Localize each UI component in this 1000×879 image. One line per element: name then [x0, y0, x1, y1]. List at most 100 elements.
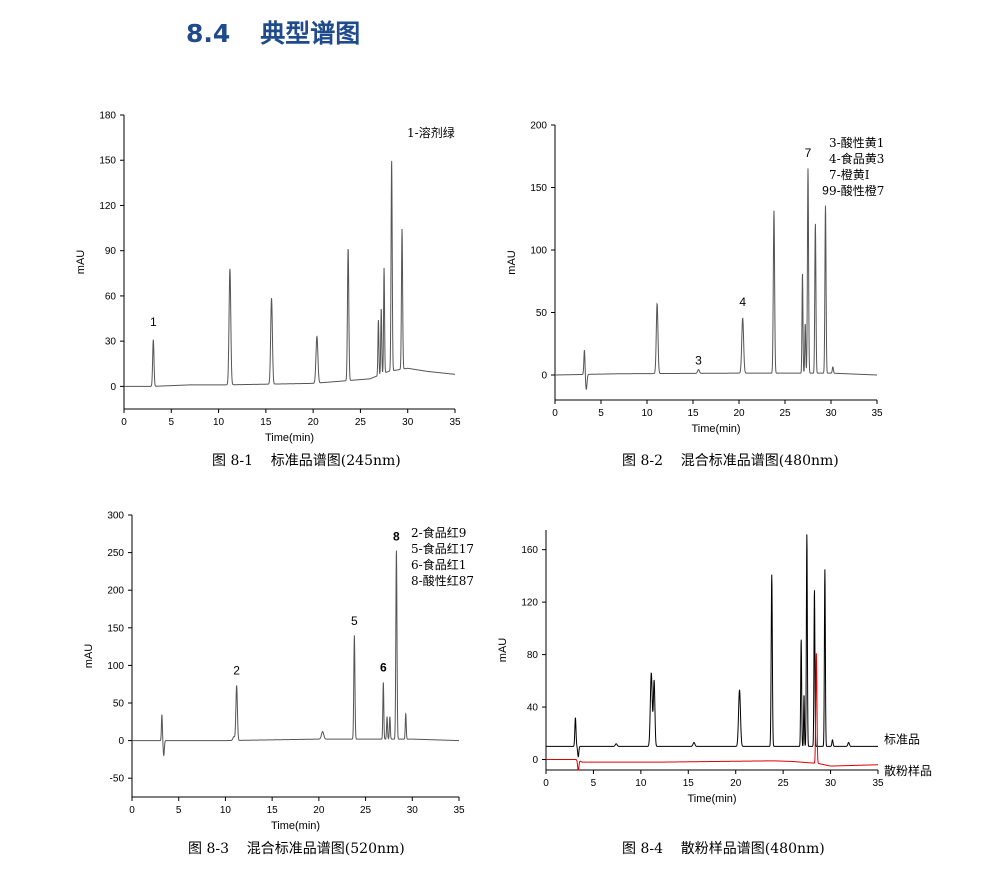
x-tick-label: 5: [591, 778, 597, 789]
peak-label: 3: [695, 354, 702, 368]
legend-entry: 4-食品黄3: [829, 151, 884, 166]
y-tick-label: 150: [107, 623, 124, 634]
x-axis-title: Time(min): [687, 793, 736, 805]
section-title: 典型谱图: [260, 19, 361, 48]
y-tick-label: 150: [530, 183, 547, 194]
y-axis-title: mAU: [83, 644, 95, 669]
x-tick-label: 0: [121, 417, 127, 428]
peak-label: 1: [150, 315, 157, 329]
x-tick-label: 5: [176, 805, 182, 816]
section-number: 8.4: [186, 19, 231, 48]
x-tick-label: 0: [129, 805, 135, 816]
y-tick-label: 100: [107, 661, 124, 672]
x-tick-label: 15: [683, 778, 695, 789]
chart-1-standard-245nm: 0 5 10 15 20 25 30 35 0 30 60 90 120 150 180 Time(min) m…: [75, 111, 461, 445]
x-tick-label: 25: [778, 778, 790, 789]
chromatogram-trace-1: [546, 534, 878, 758]
x-tick-label: 30: [825, 778, 837, 789]
x-axis-title: Time(min): [265, 432, 314, 444]
y-axis-title: mAU: [506, 250, 518, 275]
y-tick-label: 90: [105, 246, 117, 257]
x-tick-label: 30: [825, 408, 837, 419]
x-tick-label: 10: [635, 778, 647, 789]
y-tick-label: 180: [99, 111, 116, 122]
y-tick-label: 0: [118, 736, 124, 747]
x-tick-label: 15: [267, 805, 279, 816]
chart-3-mixed-standard-520nm: 0 5 10 15 20 25 30 35-50050100150200250300Time(…: [83, 511, 474, 833]
chromatogram-trace-1: [555, 168, 878, 390]
x-tick-label: 20: [308, 417, 320, 428]
legend-entry: 3-酸性黄1: [829, 135, 884, 150]
chromatogram-trace-2: [546, 653, 879, 771]
y-tick-label: 50: [536, 308, 548, 319]
caption-figure-8-1: 图 8-1 标准品谱图(245nm): [212, 453, 401, 469]
y-tick-label: 0: [541, 371, 547, 382]
peak-label: 7: [805, 146, 812, 160]
x-tick-label: 10: [641, 408, 653, 419]
x-tick-label: 5: [169, 417, 175, 428]
x-axis-title: Time(min): [271, 820, 320, 832]
chart-4-powder-sample-480nm: 0 5 10 15 20 25 30 35 0 40 80 120 160 Time(min) mAU 标准品…: [497, 530, 932, 805]
x-axis-title: Time(min): [691, 423, 740, 435]
x-tick-label: 25: [360, 805, 372, 816]
legend-entry: 7-橙黄Ⅰ: [829, 167, 870, 182]
chromatogram-trace-1: [124, 160, 456, 387]
caption-figure-8-2: 图 8-2 混合标准品谱图(480nm): [622, 453, 839, 469]
y-tick-label: 100: [530, 246, 547, 257]
x-tick-label: 30: [402, 417, 414, 428]
x-tick-label: 20: [733, 408, 745, 419]
y-tick-label: 0: [532, 755, 538, 766]
chromatogram-trace-1: [132, 550, 460, 757]
y-axis-title: mAU: [497, 638, 509, 663]
y-axis-title: mAU: [75, 250, 87, 275]
x-tick-label: 20: [313, 805, 325, 816]
peak-label: 4: [739, 295, 746, 309]
x-tick-label: 20: [730, 778, 742, 789]
x-tick-label: 15: [260, 417, 272, 428]
x-tick-label: 35: [871, 408, 883, 419]
section-heading: 8.4 典型谱图: [186, 14, 360, 50]
y-tick-label: 80: [527, 650, 539, 661]
caption-figure-8-3: 图 8-3 混合标准品谱图(520nm): [188, 841, 405, 857]
y-tick-label: 30: [105, 337, 117, 348]
y-tick-label: 50: [113, 699, 125, 710]
legend-entry: 6-食品红1: [411, 557, 466, 572]
y-tick-label: 0: [110, 382, 116, 393]
y-tick-label: 40: [527, 703, 539, 714]
y-tick-label: 120: [99, 201, 116, 212]
x-tick-label: 0: [543, 778, 549, 789]
y-tick-label: 250: [107, 548, 124, 559]
y-tick-label: 200: [107, 586, 124, 597]
x-tick-label: 10: [213, 417, 225, 428]
peak-label: 9: [822, 184, 829, 198]
peak-label: 6: [380, 660, 387, 674]
x-tick-label: 35: [453, 805, 465, 816]
y-tick-label: 60: [105, 291, 117, 302]
x-tick-label: 30: [407, 805, 419, 816]
y-tick-label: 150: [99, 156, 116, 167]
x-tick-label: 35: [872, 778, 884, 789]
legend-entry: 5-食品红17: [411, 541, 474, 556]
y-tick-label: 300: [107, 511, 124, 522]
x-tick-label: 35: [449, 417, 461, 428]
peak-label: 8: [393, 530, 400, 544]
peak-label: 5: [351, 614, 358, 628]
x-tick-label: 10: [220, 805, 232, 816]
peak-label: 2: [233, 663, 240, 677]
legend-entry: 9-酸性橙7: [829, 183, 884, 198]
series-label: 标准品: [884, 732, 920, 746]
chart-2-mixed-standard-480nm: 0 5 10 15 20 25 30 35 0 50 100 150 200 Time(min) mAU 3 4…: [506, 121, 884, 436]
y-tick-label: -50: [110, 774, 125, 785]
x-tick-label: 5: [598, 408, 604, 419]
x-tick-label: 25: [779, 408, 791, 419]
legend-entry: 2-食品红9: [411, 525, 466, 540]
legend-entry: 1-溶剂绿: [407, 125, 455, 140]
series-label: 散粉样品: [884, 763, 932, 778]
caption-figure-8-4: 图 8-4 散粉样品谱图(480nm): [622, 841, 825, 857]
x-tick-label: 0: [552, 408, 558, 419]
y-tick-label: 120: [521, 598, 538, 609]
legend-entry: 8-酸性红87: [411, 573, 474, 588]
y-tick-label: 160: [521, 545, 538, 556]
x-tick-label: 15: [687, 408, 699, 419]
x-tick-label: 25: [355, 417, 367, 428]
